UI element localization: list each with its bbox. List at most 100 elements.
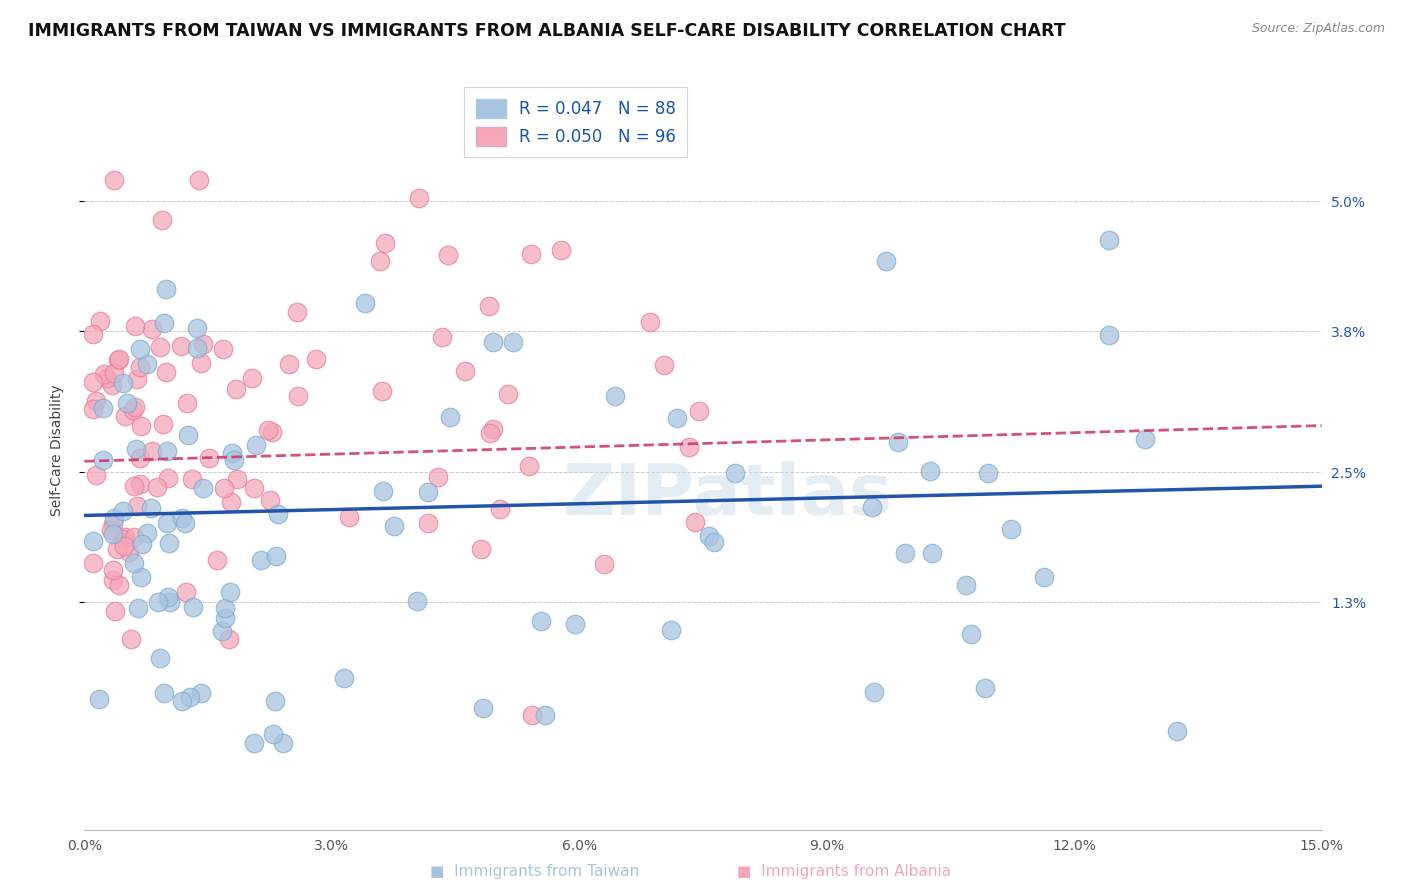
Point	[245, 438, 267, 452]
Point	[180, 472, 202, 486]
Point	[129, 570, 152, 584]
Point	[382, 519, 405, 533]
Point	[139, 500, 162, 515]
Point	[250, 552, 273, 566]
Point	[886, 435, 908, 450]
Point	[100, 523, 122, 537]
Point	[129, 450, 152, 465]
Point	[103, 173, 125, 187]
Point	[304, 352, 326, 367]
Point	[564, 617, 586, 632]
Point	[82, 533, 104, 548]
Point	[141, 443, 163, 458]
Point	[153, 316, 176, 330]
Point	[226, 472, 249, 486]
Point	[285, 305, 308, 319]
Point	[111, 376, 134, 391]
Point	[148, 595, 170, 609]
Point	[124, 400, 146, 414]
Point	[219, 495, 242, 509]
Point	[131, 418, 153, 433]
Point	[89, 314, 111, 328]
Y-axis label: Self-Care Disability: Self-Care Disability	[49, 384, 63, 516]
Point	[112, 539, 135, 553]
Point	[218, 584, 240, 599]
Point	[1133, 432, 1156, 446]
Point	[371, 384, 394, 398]
Point	[1097, 233, 1119, 247]
Point	[186, 321, 208, 335]
Point	[82, 375, 104, 389]
Point	[337, 509, 360, 524]
Point	[638, 315, 661, 329]
Point	[114, 530, 136, 544]
Point	[697, 529, 720, 543]
Point	[502, 334, 524, 349]
Point	[430, 330, 453, 344]
Point	[135, 526, 157, 541]
Point	[125, 442, 148, 456]
Point	[172, 511, 194, 525]
Point	[118, 545, 141, 559]
Point	[666, 411, 689, 425]
Point	[124, 319, 146, 334]
Point	[921, 546, 943, 560]
Point	[105, 541, 128, 556]
Point	[124, 530, 146, 544]
Point	[703, 535, 725, 549]
Point	[96, 371, 118, 385]
Point	[82, 326, 104, 341]
Point	[1033, 570, 1056, 584]
Point	[108, 578, 131, 592]
Point	[157, 591, 180, 605]
Point	[103, 511, 125, 525]
Point	[107, 351, 129, 366]
Point	[82, 402, 104, 417]
Point	[416, 516, 439, 530]
Point	[212, 343, 235, 357]
Point	[243, 481, 266, 495]
Point	[127, 600, 149, 615]
Point	[93, 452, 115, 467]
Point	[129, 476, 152, 491]
Point	[354, 296, 377, 310]
Point	[862, 685, 884, 699]
Text: ■  Immigrants from Albania: ■ Immigrants from Albania	[737, 863, 950, 879]
Point	[176, 396, 198, 410]
Point	[159, 595, 181, 609]
Point	[724, 466, 747, 480]
Point	[129, 342, 152, 356]
Text: ■  Immigrants from Taiwan: ■ Immigrants from Taiwan	[430, 863, 638, 879]
Point	[876, 254, 898, 268]
Point	[550, 243, 572, 257]
Point	[225, 382, 247, 396]
Point	[135, 357, 157, 371]
Point	[262, 727, 284, 741]
Point	[125, 372, 148, 386]
Point	[214, 601, 236, 615]
Point	[187, 173, 209, 187]
Point	[240, 371, 263, 385]
Point	[860, 500, 883, 515]
Point	[120, 632, 142, 647]
Point	[479, 425, 502, 440]
Point	[174, 584, 197, 599]
Point	[101, 573, 124, 587]
Point	[408, 191, 430, 205]
Point	[156, 516, 179, 531]
Point	[1166, 724, 1188, 739]
Point	[193, 481, 215, 495]
Point	[416, 485, 439, 500]
Point	[212, 481, 235, 495]
Point	[592, 557, 614, 571]
Point	[170, 694, 193, 708]
Point	[453, 363, 475, 377]
Point	[177, 428, 200, 442]
Point	[122, 402, 145, 417]
Point	[86, 394, 108, 409]
Point	[124, 479, 146, 493]
Point	[114, 409, 136, 424]
Point	[82, 556, 104, 570]
Point	[153, 686, 176, 700]
Point	[522, 707, 544, 722]
